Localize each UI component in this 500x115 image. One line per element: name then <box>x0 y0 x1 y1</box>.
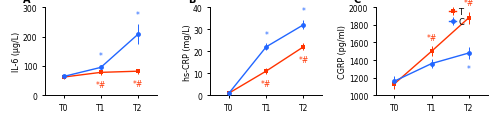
Text: A: A <box>22 0 30 5</box>
Text: *#: *# <box>298 55 308 64</box>
Text: *: * <box>99 52 103 61</box>
Text: *#: *# <box>96 80 106 89</box>
Text: C: C <box>354 0 360 5</box>
Y-axis label: CGRP (pg/ml): CGRP (pg/ml) <box>338 25 347 79</box>
Text: *: * <box>467 64 471 73</box>
Text: *#: *# <box>426 33 437 42</box>
Y-axis label: IL-6 (μg/L): IL-6 (μg/L) <box>12 32 22 72</box>
Text: *#: *# <box>464 0 474 8</box>
Text: *: * <box>302 7 306 16</box>
Text: *: * <box>136 11 140 20</box>
Text: B: B <box>188 0 196 5</box>
Legend: T, C: T, C <box>449 8 464 27</box>
Text: *#: *# <box>261 79 272 88</box>
Y-axis label: hs-CRP (mg/L): hs-CRP (mg/L) <box>182 24 192 80</box>
Text: *#: *# <box>133 79 143 88</box>
Text: *: * <box>264 30 268 39</box>
